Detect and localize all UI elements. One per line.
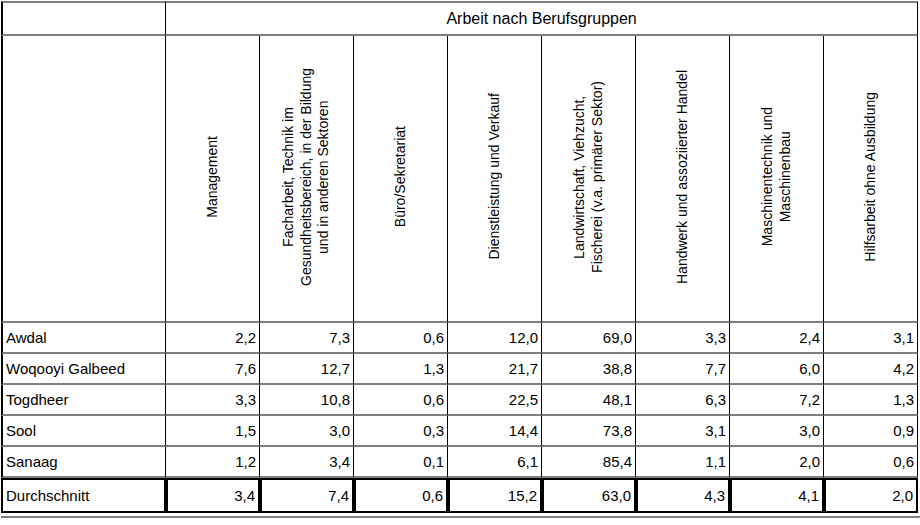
table-row-togdheer: Togdheer 3,3 10,8 0,6 22,5 48,1 6,3 7,2 …	[1, 385, 918, 416]
cell: 3,4	[260, 447, 354, 478]
column-header-facharbeit: Facharbeit, Technik im Gesundheitsbereic…	[260, 36, 354, 323]
cell: 0,6	[824, 447, 918, 478]
cell: 7,2	[730, 385, 824, 416]
cell: 21,7	[448, 354, 542, 385]
cell: 6,3	[636, 385, 730, 416]
cell: 85,4	[542, 447, 636, 478]
cell: 12,7	[260, 354, 354, 385]
cell: 69,0	[542, 323, 636, 354]
cell: 1,1	[636, 447, 730, 478]
row-label: Sanaag	[1, 447, 166, 478]
cell: 4,1	[730, 478, 824, 513]
cell: 73,8	[542, 416, 636, 447]
table-title: Arbeit nach Berufsgruppen	[166, 1, 918, 36]
column-header-label: Handwerk und assoziierter Handel	[674, 70, 692, 284]
cell: 0,1	[354, 447, 448, 478]
cell: 3,1	[824, 323, 918, 354]
table-row-awdal: Awdal 2,2 7,3 0,6 12,0 69,0 3,3 2,4 3,1	[1, 323, 918, 354]
cell: 1,2	[166, 447, 260, 478]
column-header-landwirtschaft: Landwirtschaft, Viehzucht, Fischerei (v.…	[542, 36, 636, 323]
cell: 2,4	[730, 323, 824, 354]
cell: 4,2	[824, 354, 918, 385]
cell: 10,8	[260, 385, 354, 416]
cell: 7,3	[260, 323, 354, 354]
cell: 15,2	[448, 478, 542, 513]
cell: 2,2	[166, 323, 260, 354]
table-row-woqooyi-galbeed: Woqooyi Galbeed 7,6 12,7 1,3 21,7 38,8 7…	[1, 354, 918, 385]
column-header-maschinentechnik: Maschinentechnik und Maschinenbau	[730, 36, 824, 323]
column-header-label: Büro/Sekretariat	[392, 126, 410, 227]
cell: 0,6	[354, 478, 448, 513]
column-header-label: Dienstleistung und Verkauf	[486, 93, 504, 260]
cell: 2,0	[730, 447, 824, 478]
cell: 0,9	[824, 416, 918, 447]
column-header-label: Hilfsarbeit ohne Ausbildung	[862, 92, 880, 262]
table-bottom-border	[1, 516, 920, 518]
row-label: Awdal	[1, 323, 166, 354]
cell: 3,4	[166, 478, 260, 513]
cell: 3,1	[636, 416, 730, 447]
column-header-row: Management Facharbeit, Technik im Gesund…	[1, 36, 918, 323]
cell: 38,8	[542, 354, 636, 385]
cell: 3,3	[636, 323, 730, 354]
cell: 2,0	[824, 478, 918, 513]
cell: 1,3	[824, 385, 918, 416]
column-header-label: Management	[204, 136, 222, 218]
column-header-buero-sekretariat: Büro/Sekretariat	[354, 36, 448, 323]
cell: 63,0	[542, 478, 636, 513]
table-title-row: Arbeit nach Berufsgruppen	[1, 1, 918, 36]
occupation-table-page: Arbeit nach Berufsgruppen Management Fac…	[0, 0, 920, 525]
row-label: Togdheer	[1, 385, 166, 416]
cell: 3,0	[260, 416, 354, 447]
cell: 0,6	[354, 323, 448, 354]
cell: 22,5	[448, 385, 542, 416]
row-label: Sool	[1, 416, 166, 447]
cell: 3,3	[166, 385, 260, 416]
table-row-sool: Sool 1,5 3,0 0,3 14,4 73,8 3,1 3,0 0,9	[1, 416, 918, 447]
cell: 3,0	[730, 416, 824, 447]
column-header-handwerk: Handwerk und assoziierter Handel	[636, 36, 730, 323]
cell: 7,4	[260, 478, 354, 513]
row-label: Woqooyi Galbeed	[1, 354, 166, 385]
row-header-spacer-cell	[1, 36, 166, 323]
cell: 7,6	[166, 354, 260, 385]
column-header-label: Maschinentechnik und Maschinenbau	[759, 107, 794, 246]
cell: 1,5	[166, 416, 260, 447]
cell: 12,0	[448, 323, 542, 354]
cell: 6,1	[448, 447, 542, 478]
table-row-sanaag: Sanaag 1,2 3,4 0,1 6,1 85,4 1,1 2,0 0,6	[1, 447, 918, 478]
cell: 4,3	[636, 478, 730, 513]
table-row-durchschnitt: Durchschnitt 3,4 7,4 0,6 15,2 63,0 4,3 4…	[1, 478, 918, 513]
column-header-dienstleistung-verkauf: Dienstleistung und Verkauf	[448, 36, 542, 323]
cell: 7,7	[636, 354, 730, 385]
corner-cell	[1, 1, 166, 36]
cell: 0,6	[354, 385, 448, 416]
cell: 14,4	[448, 416, 542, 447]
column-header-label: Facharbeit, Technik im Gesundheitsbereic…	[280, 68, 333, 286]
occupation-stats-table: Arbeit nach Berufsgruppen Management Fac…	[1, 1, 918, 513]
cell: 1,3	[354, 354, 448, 385]
row-label: Durchschnitt	[1, 478, 166, 513]
column-header-label: Landwirtschaft, Viehzucht, Fischerei (v.…	[571, 81, 606, 273]
column-header-management: Management	[166, 36, 260, 323]
cell: 48,1	[542, 385, 636, 416]
column-header-hilfsarbeit: Hilfsarbeit ohne Ausbildung	[824, 36, 918, 323]
cell: 6,0	[730, 354, 824, 385]
cell: 0,3	[354, 416, 448, 447]
